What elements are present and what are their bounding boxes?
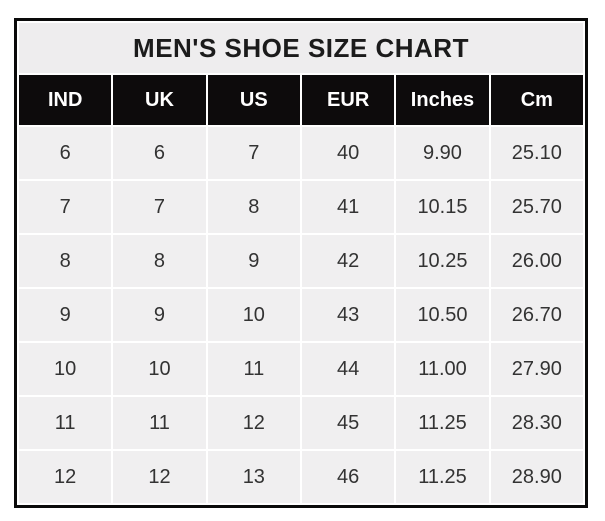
- cell-uk: 6: [113, 127, 206, 179]
- table-body: MEN'S SHOE SIZE CHART IND UK US EUR Inches Cm…: [19, 23, 583, 503]
- cell-uk: 9: [113, 289, 206, 341]
- cell-us: 11: [207, 343, 300, 395]
- cell-eur: 42: [301, 235, 395, 287]
- table-row: 10 10 11 44 11.00 27.90: [19, 343, 583, 395]
- cell-us: 10: [207, 289, 300, 341]
- cell-eur: 41: [301, 181, 395, 233]
- cell-us: 9: [207, 235, 300, 287]
- column-header-uk: UK: [113, 75, 206, 125]
- table-row: 7 7 8 41 10.15 25.70: [19, 181, 583, 233]
- cell-cm: 27.90: [490, 343, 583, 395]
- cell-uk: 12: [113, 451, 206, 503]
- cell-inches: 10.50: [396, 289, 489, 341]
- title-row: MEN'S SHOE SIZE CHART: [19, 23, 583, 73]
- column-header-cm: Cm: [490, 75, 583, 125]
- cell-uk: 11: [113, 397, 206, 449]
- cell-us: 13: [207, 451, 300, 503]
- cell-uk: 7: [113, 181, 206, 233]
- cell-us: 8: [207, 181, 300, 233]
- cell-cm: 25.70: [490, 181, 583, 233]
- table-row: 11 11 12 45 11.25 28.30: [19, 397, 583, 449]
- table-title: MEN'S SHOE SIZE CHART: [19, 23, 583, 73]
- cell-cm: 26.00: [490, 235, 583, 287]
- cell-inches: 10.15: [396, 181, 489, 233]
- cell-cm: 25.10: [490, 127, 583, 179]
- cell-ind: 12: [19, 451, 112, 503]
- cell-eur: 40: [301, 127, 395, 179]
- cell-eur: 44: [301, 343, 395, 395]
- cell-us: 7: [207, 127, 300, 179]
- cell-uk: 10: [113, 343, 206, 395]
- cell-ind: 6: [19, 127, 112, 179]
- cell-inches: 9.90: [396, 127, 489, 179]
- column-header-ind: IND: [19, 75, 112, 125]
- cell-eur: 43: [301, 289, 395, 341]
- header-row: IND UK US EUR Inches Cm: [19, 75, 583, 125]
- table-row: 6 6 7 40 9.90 25.10: [19, 127, 583, 179]
- cell-cm: 28.90: [490, 451, 583, 503]
- cell-inches: 11.25: [396, 451, 489, 503]
- cell-uk: 8: [113, 235, 206, 287]
- cell-eur: 45: [301, 397, 395, 449]
- cell-inches: 11.00: [396, 343, 489, 395]
- cell-ind: 7: [19, 181, 112, 233]
- cell-us: 12: [207, 397, 300, 449]
- column-header-us: US: [207, 75, 300, 125]
- cell-cm: 28.30: [490, 397, 583, 449]
- cell-ind: 10: [19, 343, 112, 395]
- cell-eur: 46: [301, 451, 395, 503]
- table-row: 8 8 9 42 10.25 26.00: [19, 235, 583, 287]
- table-row: 12 12 13 46 11.25 28.90: [19, 451, 583, 503]
- column-header-eur: EUR: [301, 75, 395, 125]
- cell-ind: 11: [19, 397, 112, 449]
- mens-shoe-size-chart-table: MEN'S SHOE SIZE CHART IND UK US EUR Inches Cm…: [14, 18, 588, 508]
- cell-ind: 9: [19, 289, 112, 341]
- column-header-inches: Inches: [396, 75, 489, 125]
- cell-cm: 26.70: [490, 289, 583, 341]
- cell-ind: 8: [19, 235, 112, 287]
- table-row: 9 9 10 43 10.50 26.70: [19, 289, 583, 341]
- cell-inches: 10.25: [396, 235, 489, 287]
- cell-inches: 11.25: [396, 397, 489, 449]
